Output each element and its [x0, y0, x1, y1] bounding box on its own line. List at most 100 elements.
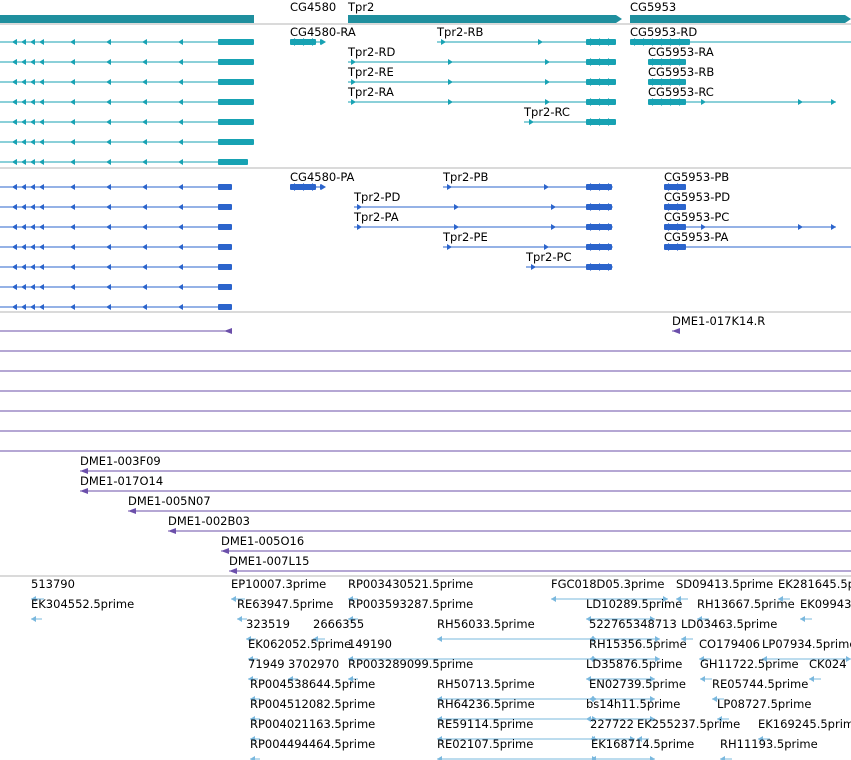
est-ek255237.5prime[interactable]: EK255237.5prime: [637, 717, 740, 742]
strand-arrow-icon: [39, 224, 44, 230]
est-gh11722.5prime[interactable]: GH11722.5prime: [700, 657, 799, 682]
gene-tpr2[interactable]: Tpr2: [347, 0, 622, 23]
transcript[interactable]: [0, 159, 248, 165]
est-ek099431[interactable]: EK099431: [800, 597, 851, 622]
est-rh56033.5prime[interactable]: RH56033.5prime: [437, 617, 597, 642]
transcript[interactable]: [0, 119, 254, 125]
est-lp07934.5prime[interactable]: LP07934.5prime: [762, 637, 851, 662]
transcript[interactable]: [0, 99, 254, 105]
transcript-tpr2-rb[interactable]: Tpr2-RB: [436, 25, 616, 46]
probe-dme1-005o16[interactable]: DME1-005O16: [221, 534, 851, 554]
transcript[interactable]: [0, 139, 254, 145]
est-rh15356.5prime[interactable]: RH15356.5prime: [589, 637, 687, 662]
est-re05744.5prime[interactable]: RE05744.5prime: [712, 677, 808, 702]
strand-arrow-icon: [12, 284, 17, 290]
probe-dme1-005n07[interactable]: DME1-005N07: [128, 494, 851, 514]
transcript-tpr2-ra[interactable]: Tpr2-RA: [347, 85, 616, 106]
gene-label: CG4580: [290, 0, 336, 14]
est-ep10007.3prime[interactable]: EP10007.3prime: [231, 577, 326, 602]
est-sd09413.5prime[interactable]: SD09413.5prime: [676, 577, 773, 602]
cds[interactable]: [0, 264, 232, 270]
cds-tpr2-pc[interactable]: Tpr2-PC: [525, 250, 613, 271]
est-227722[interactable]: 227722: [590, 717, 635, 742]
cds[interactable]: [0, 284, 232, 290]
strand-arrow-icon: [586, 676, 591, 682]
probe-dme1-017o14[interactable]: DME1-017O14: [80, 474, 851, 494]
est-513790[interactable]: 513790: [31, 577, 75, 602]
est-rp004538644.5prime[interactable]: RP004538644.5prime: [250, 677, 375, 702]
est-rh11193.5prime[interactable]: RH11193.5prime: [720, 737, 818, 760]
transcript-tpr2-rd[interactable]: Tpr2-RD: [347, 45, 616, 66]
strand-arrow-icon: [21, 159, 26, 165]
est-rp003430521.5prime[interactable]: RP003430521.5prime: [348, 577, 473, 602]
strand-arrow-icon: [106, 59, 111, 65]
est-ek168714.5prime[interactable]: EK168714.5prime: [591, 737, 694, 760]
est-lp08727.5prime[interactable]: LP08727.5prime: [717, 697, 811, 722]
est-re63947.5prime[interactable]: RE63947.5prime: [237, 597, 333, 622]
cds-cg5953-pb[interactable]: CG5953-PB: [664, 170, 729, 191]
transcript-cg5953-ra[interactable]: CG5953-RA: [648, 45, 714, 66]
est-rp003593287.5prime[interactable]: RP003593287.5prime: [348, 597, 473, 622]
est-3702970[interactable]: 3702970: [288, 657, 339, 682]
cds[interactable]: [0, 304, 232, 310]
est-2666355[interactable]: 2666355: [313, 617, 364, 642]
probe-dme1-003f09[interactable]: DME1-003F09: [80, 454, 851, 474]
est-rh50713.5prime[interactable]: RH50713.5prime: [437, 677, 597, 702]
cds-cg5953-pd[interactable]: CG5953-PD: [664, 190, 730, 211]
transcript-cg5953-rb[interactable]: CG5953-RB: [648, 65, 714, 86]
cds[interactable]: [0, 204, 232, 210]
gene-cg4580[interactable]: CG4580: [0, 0, 336, 23]
cds[interactable]: [0, 224, 232, 230]
transcript-tpr2-re[interactable]: Tpr2-RE: [347, 65, 616, 86]
cds[interactable]: [0, 184, 232, 190]
gene-cg5953[interactable]: CG5953: [630, 0, 851, 23]
est-rp003289099.5prime[interactable]: RP003289099.5prime: [348, 657, 473, 682]
est-323519[interactable]: 323519: [246, 617, 290, 642]
est-522765348713[interactable]: 522765348713: [589, 617, 677, 642]
est-ek304552.5prime[interactable]: EK304552.5prime: [31, 597, 134, 622]
est-ek281645.5prime[interactable]: EK281645.5prime: [778, 577, 851, 602]
cds-cg4580-pa[interactable]: CG4580-PA: [290, 170, 355, 191]
cds-tpr2-pe[interactable]: Tpr2-PE: [442, 230, 613, 251]
cds-tpr2-pd[interactable]: Tpr2-PD: [353, 190, 613, 211]
est-ek062052.5prime[interactable]: EK062052.5prime: [248, 637, 351, 662]
transcript-tpr2-rc[interactable]: Tpr2-RC: [523, 105, 616, 126]
transcript[interactable]: [0, 79, 254, 85]
est-rp004494464.5prime[interactable]: RP004494464.5prime: [250, 737, 375, 760]
probe-line[interactable]: [0, 328, 232, 334]
cds[interactable]: [0, 244, 232, 250]
est-co179406[interactable]: CO179406: [699, 637, 760, 662]
strand-arrow-icon: [70, 139, 75, 145]
est-ck024[interactable]: CK024: [809, 657, 847, 682]
est-71949[interactable]: 71949: [248, 657, 285, 682]
strand-arrow-icon: [758, 736, 763, 742]
est-rh13667.5prime[interactable]: RH13667.5prime: [697, 597, 795, 622]
cds-cg5953-pa[interactable]: CG5953-PA: [664, 230, 851, 251]
probe-dme1-007l15[interactable]: DME1-007L15: [229, 554, 851, 574]
transcript[interactable]: [0, 59, 254, 65]
transcript-cg5953-rc[interactable]: CG5953-RC: [648, 85, 836, 106]
est-rp004512082.5prime[interactable]: RP004512082.5prime: [250, 697, 375, 722]
est-ld03463.5prime[interactable]: LD03463.5prime: [681, 617, 777, 642]
est-rh64236.5prime[interactable]: RH64236.5prime: [437, 697, 597, 722]
est-ld35876.5prime[interactable]: LD35876.5prime: [586, 657, 682, 682]
est-ld10289.5prime[interactable]: LD10289.5prime: [586, 597, 682, 622]
probe-dme1-017k14.r[interactable]: DME1-017K14.R: [672, 314, 765, 334]
est-re02107.5prime[interactable]: RE02107.5prime: [437, 737, 597, 760]
est-label: EK304552.5prime: [31, 597, 134, 611]
transcript-cg4580-ra[interactable]: CG4580-RA: [290, 25, 356, 46]
cds-tpr2-pa[interactable]: Tpr2-PA: [353, 210, 613, 231]
est-rp004021163.5prime[interactable]: RP004021163.5prime: [250, 717, 375, 742]
est-bs14h11.5prime[interactable]: bs14h11.5prime: [586, 697, 680, 722]
est-en02739.5prime[interactable]: EN02739.5prime: [589, 677, 686, 702]
est-ek169245.5prime[interactable]: EK169245.5prime: [758, 717, 851, 742]
strand-arrow-icon: [586, 716, 591, 722]
strand-arrow-icon: [589, 696, 594, 702]
cds-tpr2-pb[interactable]: Tpr2-PB: [442, 170, 613, 191]
transcript[interactable]: [0, 39, 254, 45]
transcript-cg5953-rd[interactable]: CG5953-RD: [630, 25, 851, 46]
probe-dme1-002b03[interactable]: DME1-002B03: [168, 514, 851, 534]
strand-arrow-icon: [846, 656, 851, 662]
est-fgc018d05.3prime[interactable]: FGC018D05.3prime: [551, 577, 668, 602]
cds-cg5953-pc[interactable]: CG5953-PC: [664, 210, 836, 231]
